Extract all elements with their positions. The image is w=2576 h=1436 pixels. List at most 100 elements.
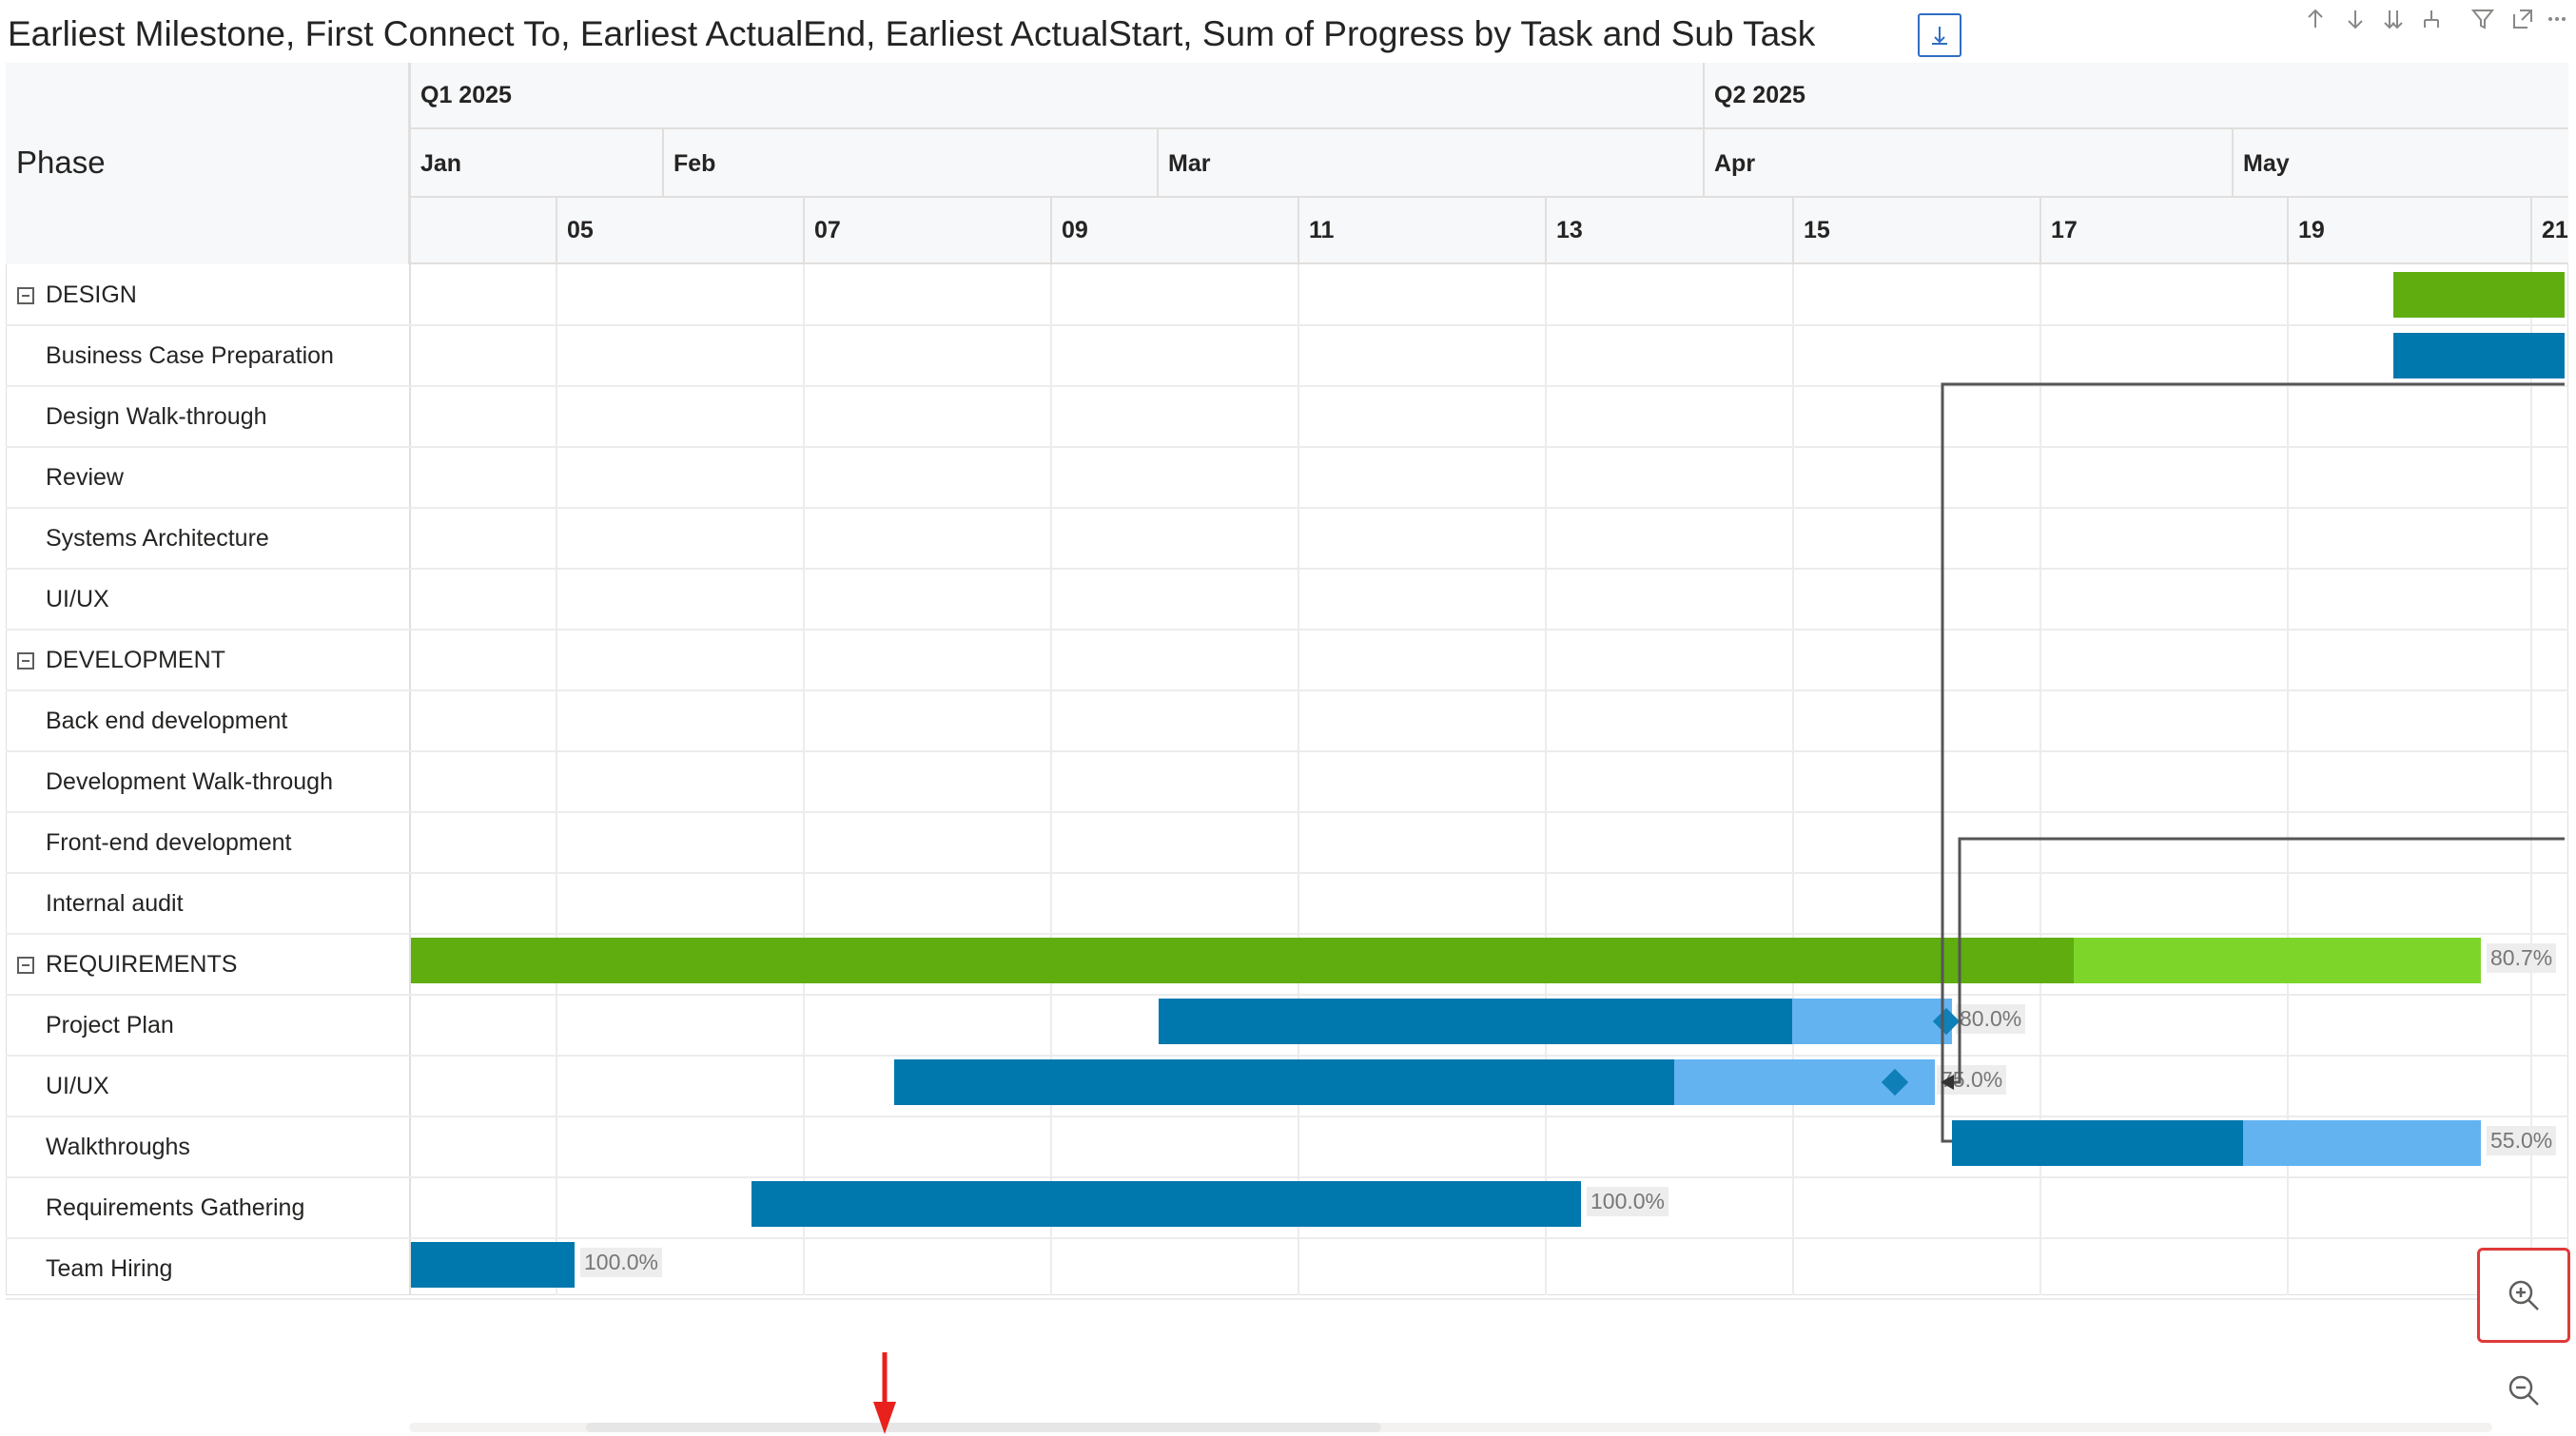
row-separator [6,811,2568,813]
month-divider [1703,129,1705,196]
task-label[interactable]: Review [46,464,124,491]
expand-hierarchy-button[interactable] [2416,4,2447,34]
arrow-down-icon [2348,10,2363,29]
month-label: May [2243,150,2290,177]
month-divider [2232,129,2234,196]
phase-group-label[interactable]: REQUIREMENTS [46,951,238,978]
phase-header-label: Phase [16,145,106,180]
week-grid-line [1298,264,1299,1295]
week-divider [803,196,805,264]
week-divider [1298,196,1299,264]
phase-column-divider [409,63,411,1295]
row-separator [6,446,2568,448]
walkthroughs-bar-done[interactable] [1952,1120,2243,1166]
horizontal-scrollbar-thumb[interactable] [586,1423,1381,1432]
header-band-separator [409,127,2568,129]
header-band-separator [409,196,2568,198]
week-grid-line [1792,264,1794,1295]
requirements-gathering-progress-label: 100.0% [1587,1187,1669,1216]
drill-up-button[interactable] [2300,4,2331,34]
quarter-label: Q1 2025 [420,82,512,108]
walkthroughs-progress-label: 55.0% [2487,1126,2557,1155]
week-label: 05 [567,217,594,243]
task-label[interactable]: Walkthroughs [46,1134,190,1160]
row-separator [6,994,2568,996]
zoom-in-button[interactable] [2477,1248,2570,1343]
phase-group-label[interactable]: DEVELOPMENT [46,647,225,673]
timeline-header [409,63,2568,264]
business-case-bar[interactable] [2393,333,2565,378]
week-label: 15 [1804,217,1830,243]
month-label: Mar [1168,150,1211,177]
more-options-button[interactable] [2542,4,2572,34]
row-separator [6,1237,2568,1239]
phase-column-header[interactable]: Phase [6,63,409,264]
row-separator [6,689,2568,691]
week-label: 21 [2542,217,2568,243]
walkthroughs-bar-remaining[interactable] [2243,1120,2481,1166]
row-separator [6,1116,2568,1117]
project-plan-bar-done[interactable] [1159,999,1792,1044]
team-hiring-progress-label: 100.0% [580,1248,663,1277]
design-phase-bar[interactable] [2393,272,2565,318]
phase-group-label[interactable]: DESIGN [46,281,137,308]
zoom-out-button[interactable] [2487,1354,2561,1426]
week-grid-line [803,264,805,1295]
row-separator [6,324,2568,326]
task-label[interactable]: Development Walk-through [46,768,333,795]
filter-button[interactable] [2468,4,2498,34]
task-label[interactable]: Team Hiring [46,1255,173,1282]
week-divider [1545,196,1547,264]
week-divider [1792,196,1794,264]
week-label: 13 [1556,217,1583,243]
task-label[interactable]: Project Plan [46,1012,174,1038]
next-level-button[interactable] [2378,4,2409,34]
focus-mode-button[interactable] [2508,4,2538,34]
quarter-divider [1703,63,1705,129]
week-divider [1050,196,1052,264]
task-label[interactable]: Requirements Gathering [46,1194,305,1221]
requirements-gathering-bar[interactable] [751,1181,1581,1227]
row-separator [6,1298,2568,1300]
month-divider [1157,129,1159,196]
task-label[interactable]: UI/UX [46,586,109,612]
week-label: 11 [1309,217,1335,243]
header-band-separator [409,262,2568,264]
drill-down-icon [1932,27,1947,45]
row-separator [6,568,2568,570]
project-plan-progress-label: 80.0% [1956,1004,2026,1034]
task-label[interactable]: Systems Architecture [46,525,269,552]
expand-all-down-icon [2384,10,2403,29]
collapse-toggle-icon[interactable] [17,652,34,669]
month-label: Jan [420,150,462,177]
arrow-up-icon [2308,9,2323,28]
week-grid-line [1050,264,1052,1295]
week-label: 09 [1062,217,1088,243]
task-label[interactable]: Business Case Preparation [46,342,334,369]
team-hiring-bar[interactable] [411,1242,575,1288]
row-separator [6,933,2568,935]
requirements-phase-bar-done[interactable] [411,938,2074,983]
red-arrow-annotation-icon [873,1352,896,1434]
hierarchy-icon [2424,10,2439,28]
task-label[interactable]: Internal audit [46,890,184,917]
task-label[interactable]: Front-end development [46,829,292,856]
horizontal-scrollbar-track[interactable] [409,1423,2492,1432]
zoom-out-icon [2508,1375,2539,1406]
task-label[interactable]: UI/UX [46,1073,109,1099]
project-plan-bar-remaining[interactable] [1792,999,1952,1044]
drill-down-button[interactable] [1918,13,1961,57]
ui-ux-progress-label: 75.0% [1937,1065,2007,1095]
month-label: Feb [673,150,716,177]
collapse-toggle-icon[interactable] [17,287,34,304]
row-separator [6,629,2568,631]
drill-down-mode-button[interactable] [2340,4,2371,34]
filter-icon [2470,10,2495,29]
ui-ux-bar-done[interactable] [894,1059,1674,1105]
task-label[interactable]: Design Walk-through [46,403,267,430]
task-label[interactable]: Back end development [46,708,288,734]
row-separator [6,872,2568,874]
row-separator [6,1176,2568,1178]
requirements-phase-bar-remaining[interactable] [2074,938,2481,983]
collapse-toggle-icon[interactable] [17,957,34,974]
